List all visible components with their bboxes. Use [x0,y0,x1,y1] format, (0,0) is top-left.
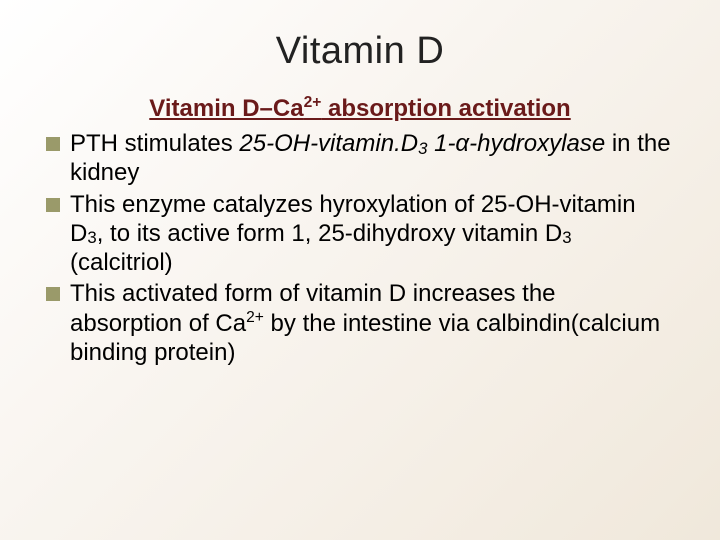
slide: Vitamin D Vitamin D–Ca2+ absorption acti… [0,0,720,540]
list-item: This activated form of vitamin D increas… [46,279,674,367]
bullet-marker-icon [46,287,60,301]
list-item: PTH stimulates 25-OH-vitamin.D3 1-α-hydr… [46,129,674,188]
slide-subtitle: Vitamin D–Ca2+ absorption activation [36,95,684,123]
bullet-text: This enzyme catalyzes hyroxylation of 25… [70,190,674,278]
bullet-text: This activated form of vitamin D increas… [70,279,674,367]
bullet-marker-icon [46,198,60,212]
slide-title: Vitamin D [36,30,684,73]
list-item: This enzyme catalyzes hyroxylation of 25… [46,190,674,278]
subtitle-text: Vitamin D–Ca2+ absorption activation [149,95,570,122]
bullet-text: PTH stimulates 25-OH-vitamin.D3 1-α-hydr… [70,129,674,188]
bullet-marker-icon [46,137,60,151]
bullet-list: PTH stimulates 25-OH-vitamin.D3 1-α-hydr… [36,129,684,367]
